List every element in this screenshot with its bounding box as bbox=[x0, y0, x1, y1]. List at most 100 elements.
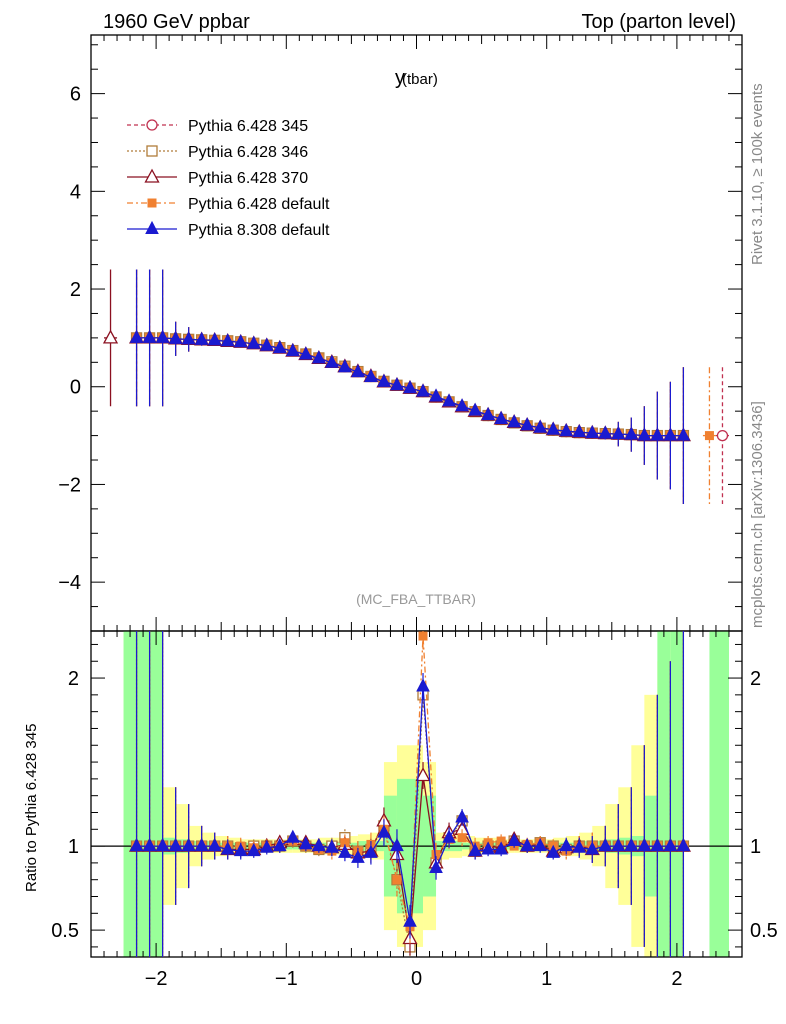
ratio-pythia-8-308-default-point bbox=[572, 839, 587, 853]
x-tick-label: −2 bbox=[145, 968, 168, 990]
ratio-pythia-8-308-default-point bbox=[168, 838, 183, 852]
ratio-pythia-8-308-default-point bbox=[312, 838, 326, 852]
series-pythia-8-308-default-point bbox=[442, 393, 456, 407]
series-pythia-8-308-default-point bbox=[585, 425, 600, 439]
plot-title: y bbox=[395, 67, 405, 89]
band-green bbox=[136, 631, 150, 957]
ratio-pythia-8-308-default-point bbox=[351, 849, 365, 863]
series-pythia-8-308-default-point bbox=[272, 340, 287, 354]
ratio-pythia-8-308-default-point bbox=[220, 841, 235, 855]
series-pythia-8-308-default-point bbox=[194, 331, 209, 345]
series-pythia-8-308-default-point bbox=[533, 419, 548, 433]
legend-marker-pythia-6-428-346 bbox=[146, 145, 158, 157]
legend-label-pythia-6-428-default: Pythia 6.428 default bbox=[188, 196, 330, 213]
ratio-pythia-8-308-default-point bbox=[481, 841, 495, 855]
y-tick-label-right: 2 bbox=[750, 668, 761, 690]
ratio-pythia-8-308-default-point bbox=[676, 838, 691, 852]
band-green bbox=[670, 631, 684, 957]
main-plot-panel: −4 −2 0 2 4 6 y(tbar) (MC_FBA_TTBAR) Pythia 6.42… bbox=[58, 34, 743, 632]
y-tick-label-right: 1 bbox=[750, 836, 761, 858]
legend-label-pythia-6-428-346: Pythia 6.428 346 bbox=[188, 144, 308, 161]
series-pythia-8-308-default-point bbox=[299, 346, 313, 360]
legend-marker-pythia-6-428-370 bbox=[144, 168, 160, 183]
band-green bbox=[123, 631, 137, 957]
side-label-mcplots: mcplots.cern.ch [arXiv:1306.3436] bbox=[749, 401, 766, 628]
ratio-pythia-8-308-default-point bbox=[338, 844, 352, 858]
series-pythia-8-308-default-point bbox=[468, 402, 482, 416]
plot-title-sub: (tbar) bbox=[402, 71, 438, 88]
series-pythia-6-428-370-point bbox=[102, 329, 119, 344]
ratio-pythia-6-428-370-point bbox=[415, 767, 431, 782]
x-tick-label: 2 bbox=[671, 968, 682, 990]
ratio-ylabel: Ratio to Pythia 6.428 345 bbox=[23, 724, 40, 892]
series-pythia-8-308-default-point bbox=[455, 398, 469, 412]
ratio-pythia-8-308-default-point bbox=[416, 678, 430, 692]
ratio-pythia-8-308-default-point bbox=[637, 838, 652, 852]
series-pythia-8-308-default-point bbox=[520, 417, 534, 431]
ratio-pythia-8-308-default-point bbox=[585, 841, 600, 855]
series-pythia-8-308-default-point bbox=[155, 329, 170, 343]
side-label-rivet: Rivet 3.1.10, ≥ 100k events bbox=[749, 83, 766, 265]
ratio-pythia-6-428-default-point bbox=[392, 875, 402, 885]
y-tick-label: 0.5 bbox=[51, 920, 79, 942]
ratio-pythia-8-308-default-point bbox=[520, 838, 534, 852]
series-pythia-8-308-default-point bbox=[507, 414, 521, 428]
series-pythia-8-308-default-point bbox=[259, 337, 274, 351]
band-green bbox=[149, 631, 163, 957]
ratio-pythia-8-308-default-point bbox=[455, 809, 469, 823]
series-pythia-8-308-default-point bbox=[676, 427, 691, 441]
series-pythia-8-308-default-point bbox=[429, 388, 443, 402]
series-pythia-8-308-default-point bbox=[637, 427, 652, 441]
series-pythia-8-308-default-point bbox=[207, 332, 222, 346]
y-tick-label: 4 bbox=[70, 181, 81, 203]
y-tick-label: 0 bbox=[70, 377, 81, 399]
series-pythia-8-308-default-point bbox=[142, 329, 157, 343]
ratio-pythia-8-308-default-point bbox=[272, 838, 287, 852]
series-pythia-8-308-default-point bbox=[168, 330, 183, 344]
y-tick-label: 1 bbox=[68, 836, 79, 858]
ratio-pythia-8-308-default-point bbox=[494, 841, 508, 855]
series-pythia-8-308-default-point bbox=[572, 424, 587, 438]
ratio-pythia-8-308-default-point bbox=[611, 838, 626, 852]
series-pythia-8-308-default-point bbox=[390, 377, 404, 391]
ratio-pythia-8-308-default-point bbox=[259, 839, 274, 853]
y-tick-label-right: 0.5 bbox=[750, 920, 778, 942]
legend-marker-pythia-6-428-345 bbox=[146, 119, 158, 131]
series-pythia-8-308-default-point bbox=[663, 427, 678, 441]
series-pythia-6-428-default-point bbox=[704, 431, 714, 441]
band-green bbox=[715, 631, 729, 957]
ratio-pythia-8-308-default-point bbox=[390, 838, 404, 852]
ratio-pythia-8-308-default-point bbox=[129, 838, 144, 852]
ratio-pythia-6-428-default-point bbox=[418, 631, 428, 641]
ratio-pythia-8-308-default-point bbox=[207, 838, 222, 852]
series-pythia-8-308-default-point bbox=[325, 354, 339, 368]
header-right: Top (parton level) bbox=[581, 11, 736, 33]
ratio-pythia-8-308-default-point bbox=[155, 838, 170, 852]
ratio-pythia-8-308-default-point bbox=[233, 843, 248, 857]
series-pythia-8-308-default-point bbox=[546, 421, 561, 435]
header-left: 1960 GeV ppbar bbox=[103, 11, 250, 33]
legend-label-pythia-8-308-default: Pythia 8.308 default bbox=[188, 222, 330, 239]
series-pythia-8-308-default-point bbox=[377, 373, 391, 387]
ratio-pythia-8-308-default-point bbox=[142, 838, 157, 852]
ratio-pythia-8-308-default-point bbox=[181, 838, 196, 852]
series-pythia-8-308-default-point bbox=[181, 331, 196, 345]
series-pythia-8-308-default-point bbox=[233, 334, 248, 348]
ratio-pythia-8-308-default-point bbox=[533, 838, 548, 852]
series-pythia-8-308-default-point bbox=[494, 410, 508, 424]
series-pythia-8-308-default-point bbox=[650, 427, 665, 441]
series-pythia-8-308-default-point bbox=[624, 426, 639, 440]
ratio-pythia-8-308-default-point bbox=[377, 824, 391, 838]
series-pythia-8-308-default-point bbox=[481, 406, 495, 421]
series-pythia-6-428-345-point bbox=[716, 429, 729, 442]
series-pythia-8-308-default-point bbox=[559, 423, 574, 437]
legend-label-pythia-6-428-370: Pythia 6.428 370 bbox=[188, 170, 308, 187]
ratio-pythia-8-308-default-point bbox=[468, 843, 482, 857]
series-pythia-8-308-default-point bbox=[285, 342, 300, 357]
x-tick-label: −1 bbox=[275, 968, 298, 990]
ratio-pythia-8-308-default-point bbox=[624, 838, 639, 852]
legend-marker-pythia-8-308-default bbox=[145, 220, 159, 234]
ratio-pythia-8-308-default-point bbox=[246, 843, 261, 857]
